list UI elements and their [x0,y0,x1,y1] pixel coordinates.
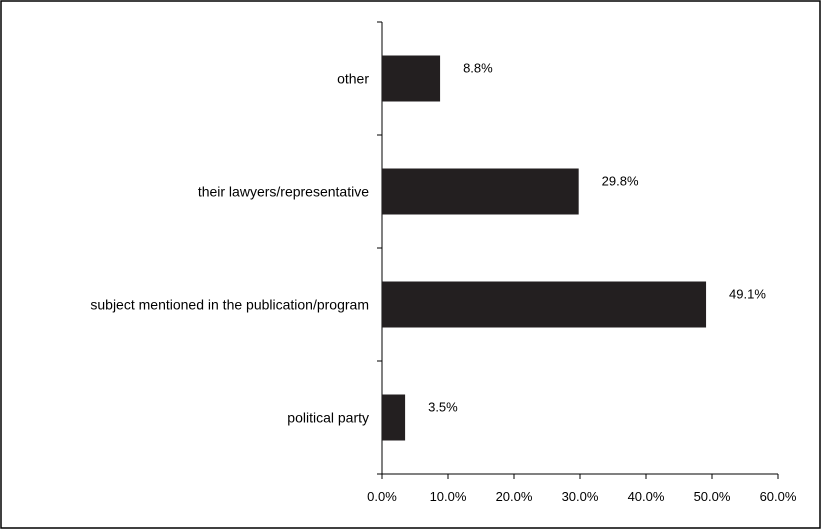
x-tick-label: 0.0% [367,489,397,504]
value-label: 8.8% [463,61,493,76]
x-tick-label: 50.0% [694,489,731,504]
x-tick-label: 20.0% [496,489,533,504]
x-tick-label: 60.0% [760,489,797,504]
category-label: their lawyers/representative [198,184,369,200]
x-tick-label: 30.0% [562,489,599,504]
bar [382,55,441,102]
value-label: 49.1% [729,287,766,302]
bar [382,394,406,441]
category-label: other [337,71,369,87]
value-label: 3.5% [428,400,458,415]
x-tick-label: 40.0% [628,489,665,504]
value-label: 29.8% [602,174,639,189]
bar [382,281,707,328]
x-tick-label: 10.0% [430,489,467,504]
category-label: political party [287,410,369,426]
bar [382,168,579,215]
category-label: subject mentioned in the publication/pro… [90,297,369,313]
bars [382,55,707,441]
labels: 0.0% 10.0% 20.0% 30.0% 40.0% 50.0% 60.0% other 8… [90,61,796,505]
